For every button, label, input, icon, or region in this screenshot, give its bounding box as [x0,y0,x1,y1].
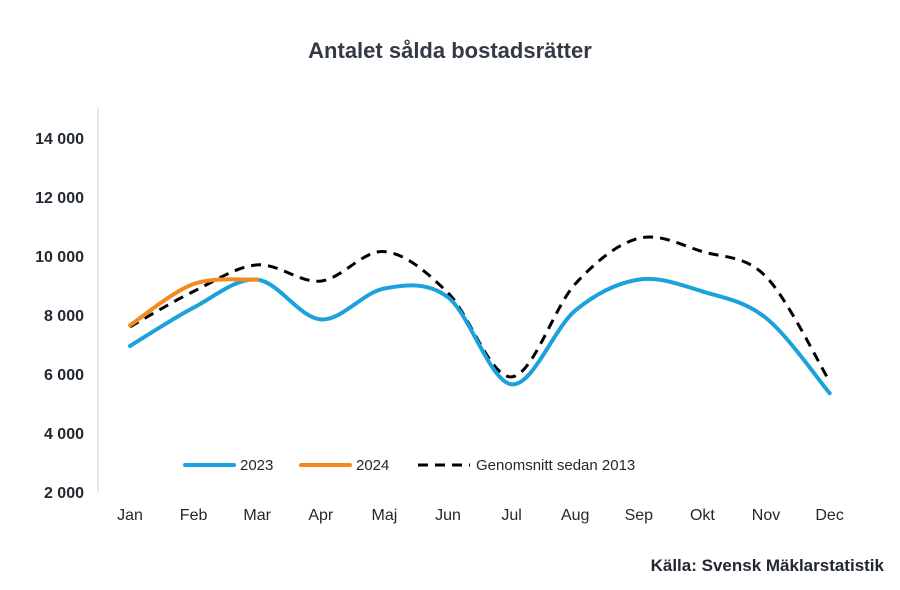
x-tick-label: Dec [815,507,843,524]
y-tick-label: 6 000 [44,367,84,384]
x-tick-label: Nov [752,507,780,524]
y-tick-label: 4 000 [44,426,84,443]
source-note: Källa: Svensk Mäklarstatistik [650,556,884,575]
y-tick-label: 14 000 [35,131,84,148]
y-tick-label: 10 000 [35,249,84,266]
x-tick-label: Maj [372,507,398,524]
chart-title: Antalet sålda bostadsrätter [308,38,592,63]
x-tick-label: Aug [561,507,589,524]
legend: 2023 2024 Genomsnitt sedan 2013 [183,457,635,474]
legend-label: 2023 [240,457,273,474]
series-line-2024 [128,277,260,328]
y-axis: 2 000 4 000 6 000 8 000 10 000 12 000 14 000 [35,131,84,502]
x-tick-label: Feb [180,507,208,524]
x-tick-label: Jun [435,507,461,524]
series-line-2023 [128,276,832,396]
x-tick-label: Mar [243,507,271,524]
series-line-average [129,235,831,383]
x-tick-label: Apr [308,507,334,524]
legend-label: Genomsnitt sedan 2013 [476,457,635,474]
x-tick-label: Jan [117,507,143,524]
x-tick-label: Jul [501,507,521,524]
x-axis: Jan Feb Mar Apr Maj Jun Jul Aug Sep Okt Nov Dec [117,507,844,524]
x-tick-label: Sep [625,507,654,524]
series-layer [128,235,832,396]
x-tick-label: Okt [690,507,715,524]
legend-label: 2024 [356,457,389,474]
y-tick-label: 12 000 [35,190,84,207]
y-tick-label: 2 000 [44,485,84,502]
y-tick-label: 8 000 [44,308,84,325]
